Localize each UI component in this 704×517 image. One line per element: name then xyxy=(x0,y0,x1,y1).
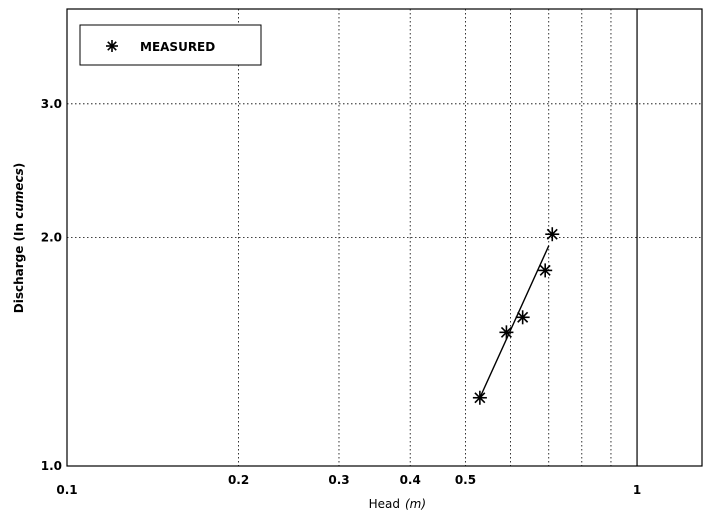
legend-label: MEASURED xyxy=(140,40,215,54)
y-axis-title-group: Discharge (In cumecs) xyxy=(12,163,26,314)
x-tick-label: 1 xyxy=(633,483,641,497)
marker-stroke xyxy=(107,41,117,51)
x-axis-title: Head xyxy=(369,497,400,511)
marker-stroke xyxy=(539,264,551,276)
legend-marker-asterisk xyxy=(106,40,118,52)
marker-stroke xyxy=(500,326,512,338)
y-axis-title: Discharge (In cumecs) xyxy=(12,163,26,314)
marker-stroke xyxy=(517,311,529,323)
tick-labels: 0.1 0.2 0.3 0.4 0.5 1 1.0 2.0 3.0 xyxy=(41,97,641,497)
y-tick-label: 2.0 xyxy=(41,231,62,245)
data-point xyxy=(472,390,487,405)
plot-frame xyxy=(66,8,703,467)
legend: MEASURED xyxy=(79,24,262,66)
data-markers xyxy=(472,227,560,405)
data-point xyxy=(545,227,560,242)
data-point xyxy=(515,310,530,325)
data-point xyxy=(499,325,514,340)
x-axis-unit: (m) xyxy=(405,497,426,511)
fit-line-group xyxy=(479,245,550,399)
x-tick-label: 0.3 xyxy=(328,473,349,487)
data-point xyxy=(538,263,553,278)
x-tick-label: 0.2 xyxy=(228,473,249,487)
marker-stroke xyxy=(546,228,558,240)
x-tick-label: 0.5 xyxy=(455,473,476,487)
grid-lines xyxy=(67,9,702,466)
legend-asterisk xyxy=(106,40,118,52)
x-tick-label: 0.4 xyxy=(400,473,421,487)
y-tick-label: 1.0 xyxy=(41,459,62,473)
x-tick-label: 0.1 xyxy=(56,483,77,497)
y-tick-label: 3.0 xyxy=(41,97,62,111)
marker-stroke xyxy=(474,392,486,404)
fit-line xyxy=(479,245,550,399)
